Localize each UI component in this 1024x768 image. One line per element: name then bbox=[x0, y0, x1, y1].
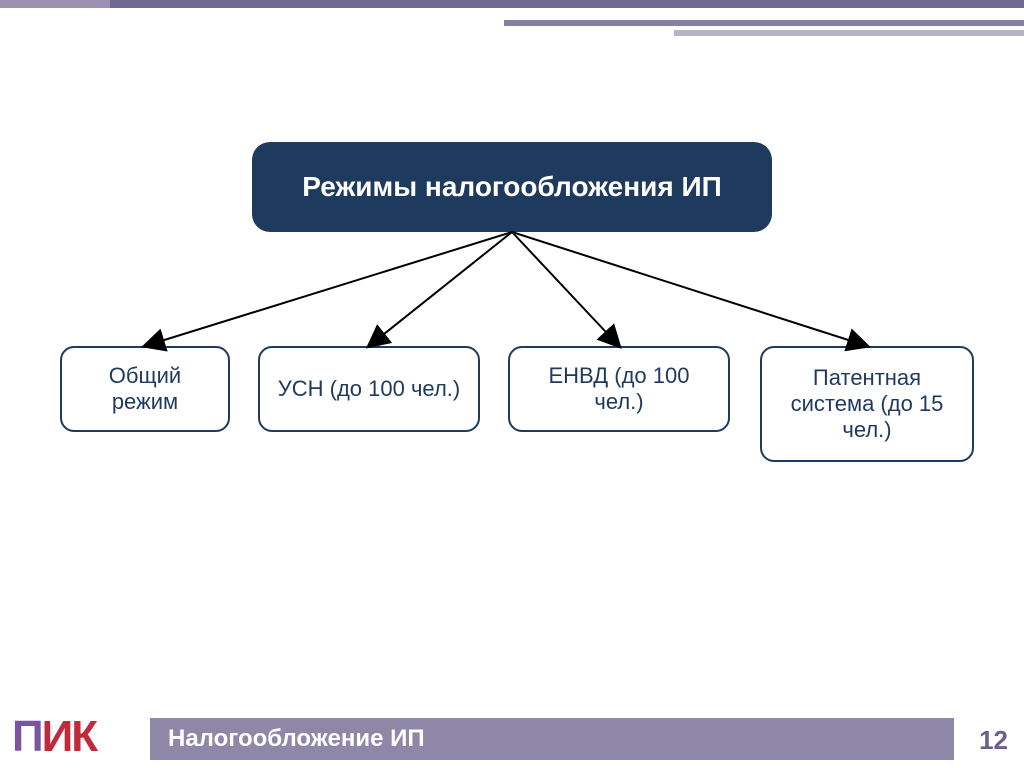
slide: Режимы налогообложения ИП Общий режим УС… bbox=[0, 0, 1024, 768]
page-number: 12 bbox=[979, 725, 1008, 756]
child-node-general: Общий режим bbox=[60, 346, 230, 432]
logo-letter-p: П bbox=[12, 712, 42, 762]
top-accent-bar bbox=[0, 0, 1024, 8]
child-node-patent: Патентная система (до 15 чел.) bbox=[760, 346, 974, 462]
top-accent-seg2 bbox=[110, 0, 1024, 8]
child-node-label: Патентная система (до 15 чел.) bbox=[776, 365, 958, 443]
footer: Налогообложение ИП 12 ПИК bbox=[0, 710, 1024, 768]
top-sub-bar-b bbox=[674, 30, 1024, 36]
child-node-usn: УСН (до 100 чел.) bbox=[258, 346, 480, 432]
top-sub-bar-a bbox=[504, 20, 1024, 26]
footer-title-bar: Налогообложение ИП bbox=[150, 718, 954, 760]
root-node: Режимы налогообложения ИП bbox=[252, 142, 772, 232]
child-node-label: УСН (до 100 чел.) bbox=[278, 376, 460, 402]
top-accent-seg1 bbox=[0, 0, 110, 8]
child-node-label: Общий режим bbox=[76, 363, 214, 415]
child-node-envd: ЕНВД (до 100 чел.) bbox=[508, 346, 730, 432]
logo-letter-i: И bbox=[42, 712, 72, 762]
logo: ПИК bbox=[12, 712, 96, 762]
logo-letter-k: К bbox=[71, 712, 96, 762]
child-node-label: ЕНВД (до 100 чел.) bbox=[524, 363, 714, 415]
footer-title: Налогообложение ИП bbox=[168, 725, 425, 753]
root-node-label: Режимы налогообложения ИП bbox=[302, 171, 721, 203]
